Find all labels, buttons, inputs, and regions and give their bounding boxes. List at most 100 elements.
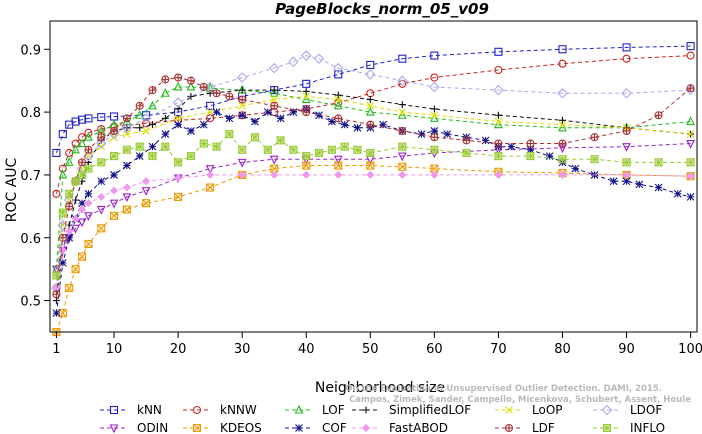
data-point (430, 73, 439, 82)
data-point (110, 171, 118, 179)
data-point (622, 143, 631, 152)
legend-item-ldof: LDOF (593, 403, 662, 417)
data-point (654, 183, 663, 192)
data-point (109, 186, 119, 195)
data-point (58, 309, 67, 318)
x-tick-label: 70 (490, 342, 507, 357)
y-tick-label: 0.5 (20, 295, 41, 310)
chart-title: PageBlocks_norm_05_v09 (275, 0, 489, 18)
data-point (84, 145, 93, 154)
legend-marker (295, 424, 303, 432)
data-point (52, 189, 61, 198)
data-point (558, 116, 566, 124)
data-point (673, 189, 682, 198)
data-point (84, 212, 93, 221)
data-point (212, 89, 221, 98)
data-point (334, 91, 342, 99)
data-point (269, 155, 279, 165)
x-tick-label: 30 (234, 342, 251, 357)
data-point (302, 92, 311, 101)
data-point (276, 114, 285, 123)
data-point (161, 114, 169, 122)
data-point (621, 87, 632, 99)
data-point (225, 114, 234, 123)
data-point (77, 158, 87, 167)
data-point (84, 239, 93, 249)
data-point (686, 172, 695, 181)
data-point (199, 120, 208, 129)
legend-item-simplifiedlof: SimplifiedLOF (352, 403, 471, 417)
data-point (686, 84, 695, 93)
data-point (71, 214, 80, 223)
data-point (96, 205, 106, 215)
data-point (238, 111, 247, 120)
data-point (135, 152, 144, 160)
data-point (334, 161, 343, 170)
series-line-kdeos (55, 165, 691, 333)
data-point (186, 152, 195, 161)
data-point (494, 65, 503, 75)
data-point (494, 170, 503, 179)
data-point (590, 155, 599, 164)
x-tick-label: 50 (362, 342, 379, 357)
data-point (686, 139, 695, 149)
data-point (142, 177, 151, 186)
data-point (97, 113, 106, 122)
data-point (97, 177, 106, 186)
data-point (301, 94, 311, 104)
x-axis: 1 10 20 30 40 50 60 70 80 90 100 (52, 332, 702, 357)
data-point (268, 62, 280, 74)
data-point (122, 205, 131, 214)
legend-label: FastABOD (389, 421, 448, 434)
data-point (77, 205, 87, 214)
series-line-odin (55, 143, 691, 270)
data-point (397, 152, 407, 162)
data-point (558, 120, 567, 129)
data-point (366, 170, 375, 179)
data-point (161, 130, 170, 138)
data-point (122, 145, 131, 154)
data-point (121, 122, 133, 134)
data-point (397, 110, 407, 119)
data-point (141, 187, 151, 196)
data-point (110, 211, 119, 220)
data-point (327, 117, 336, 126)
series-line-cof (55, 108, 691, 314)
data-point (398, 108, 407, 116)
legend-marker (361, 423, 371, 433)
data-point (366, 96, 374, 104)
watermark-citation: On the Evaluation of Unsupervised Outlie… (345, 384, 662, 394)
data-point (122, 193, 132, 203)
data-point (315, 111, 323, 120)
data-point (302, 79, 311, 88)
data-point (622, 158, 631, 167)
data-point (174, 158, 183, 167)
legend-label: SimplifiedLOF (389, 403, 471, 417)
data-point (110, 152, 119, 161)
data-point (622, 43, 631, 52)
data-point (288, 56, 299, 68)
data-point (148, 152, 157, 161)
x-tick-label: 60 (426, 342, 443, 357)
data-point (97, 192, 106, 201)
data-point (187, 92, 195, 100)
data-point (302, 108, 311, 117)
data-point (300, 50, 312, 61)
data-point (199, 82, 208, 92)
data-point (186, 76, 195, 85)
data-point (52, 265, 61, 275)
data-point (334, 95, 343, 104)
legend-marker (504, 423, 514, 433)
data-point (238, 170, 247, 179)
data-point (334, 114, 343, 123)
x-tick-label: 90 (618, 342, 635, 357)
data-point (135, 142, 144, 151)
legend-marker (294, 404, 304, 414)
series-line-simplifiedlof (55, 89, 691, 301)
legend-item-cof: COF (285, 421, 347, 434)
plot-frame (49, 20, 698, 333)
data-point (110, 133, 118, 142)
data-point (225, 92, 234, 101)
data-point (109, 199, 119, 209)
data-point (65, 227, 74, 236)
